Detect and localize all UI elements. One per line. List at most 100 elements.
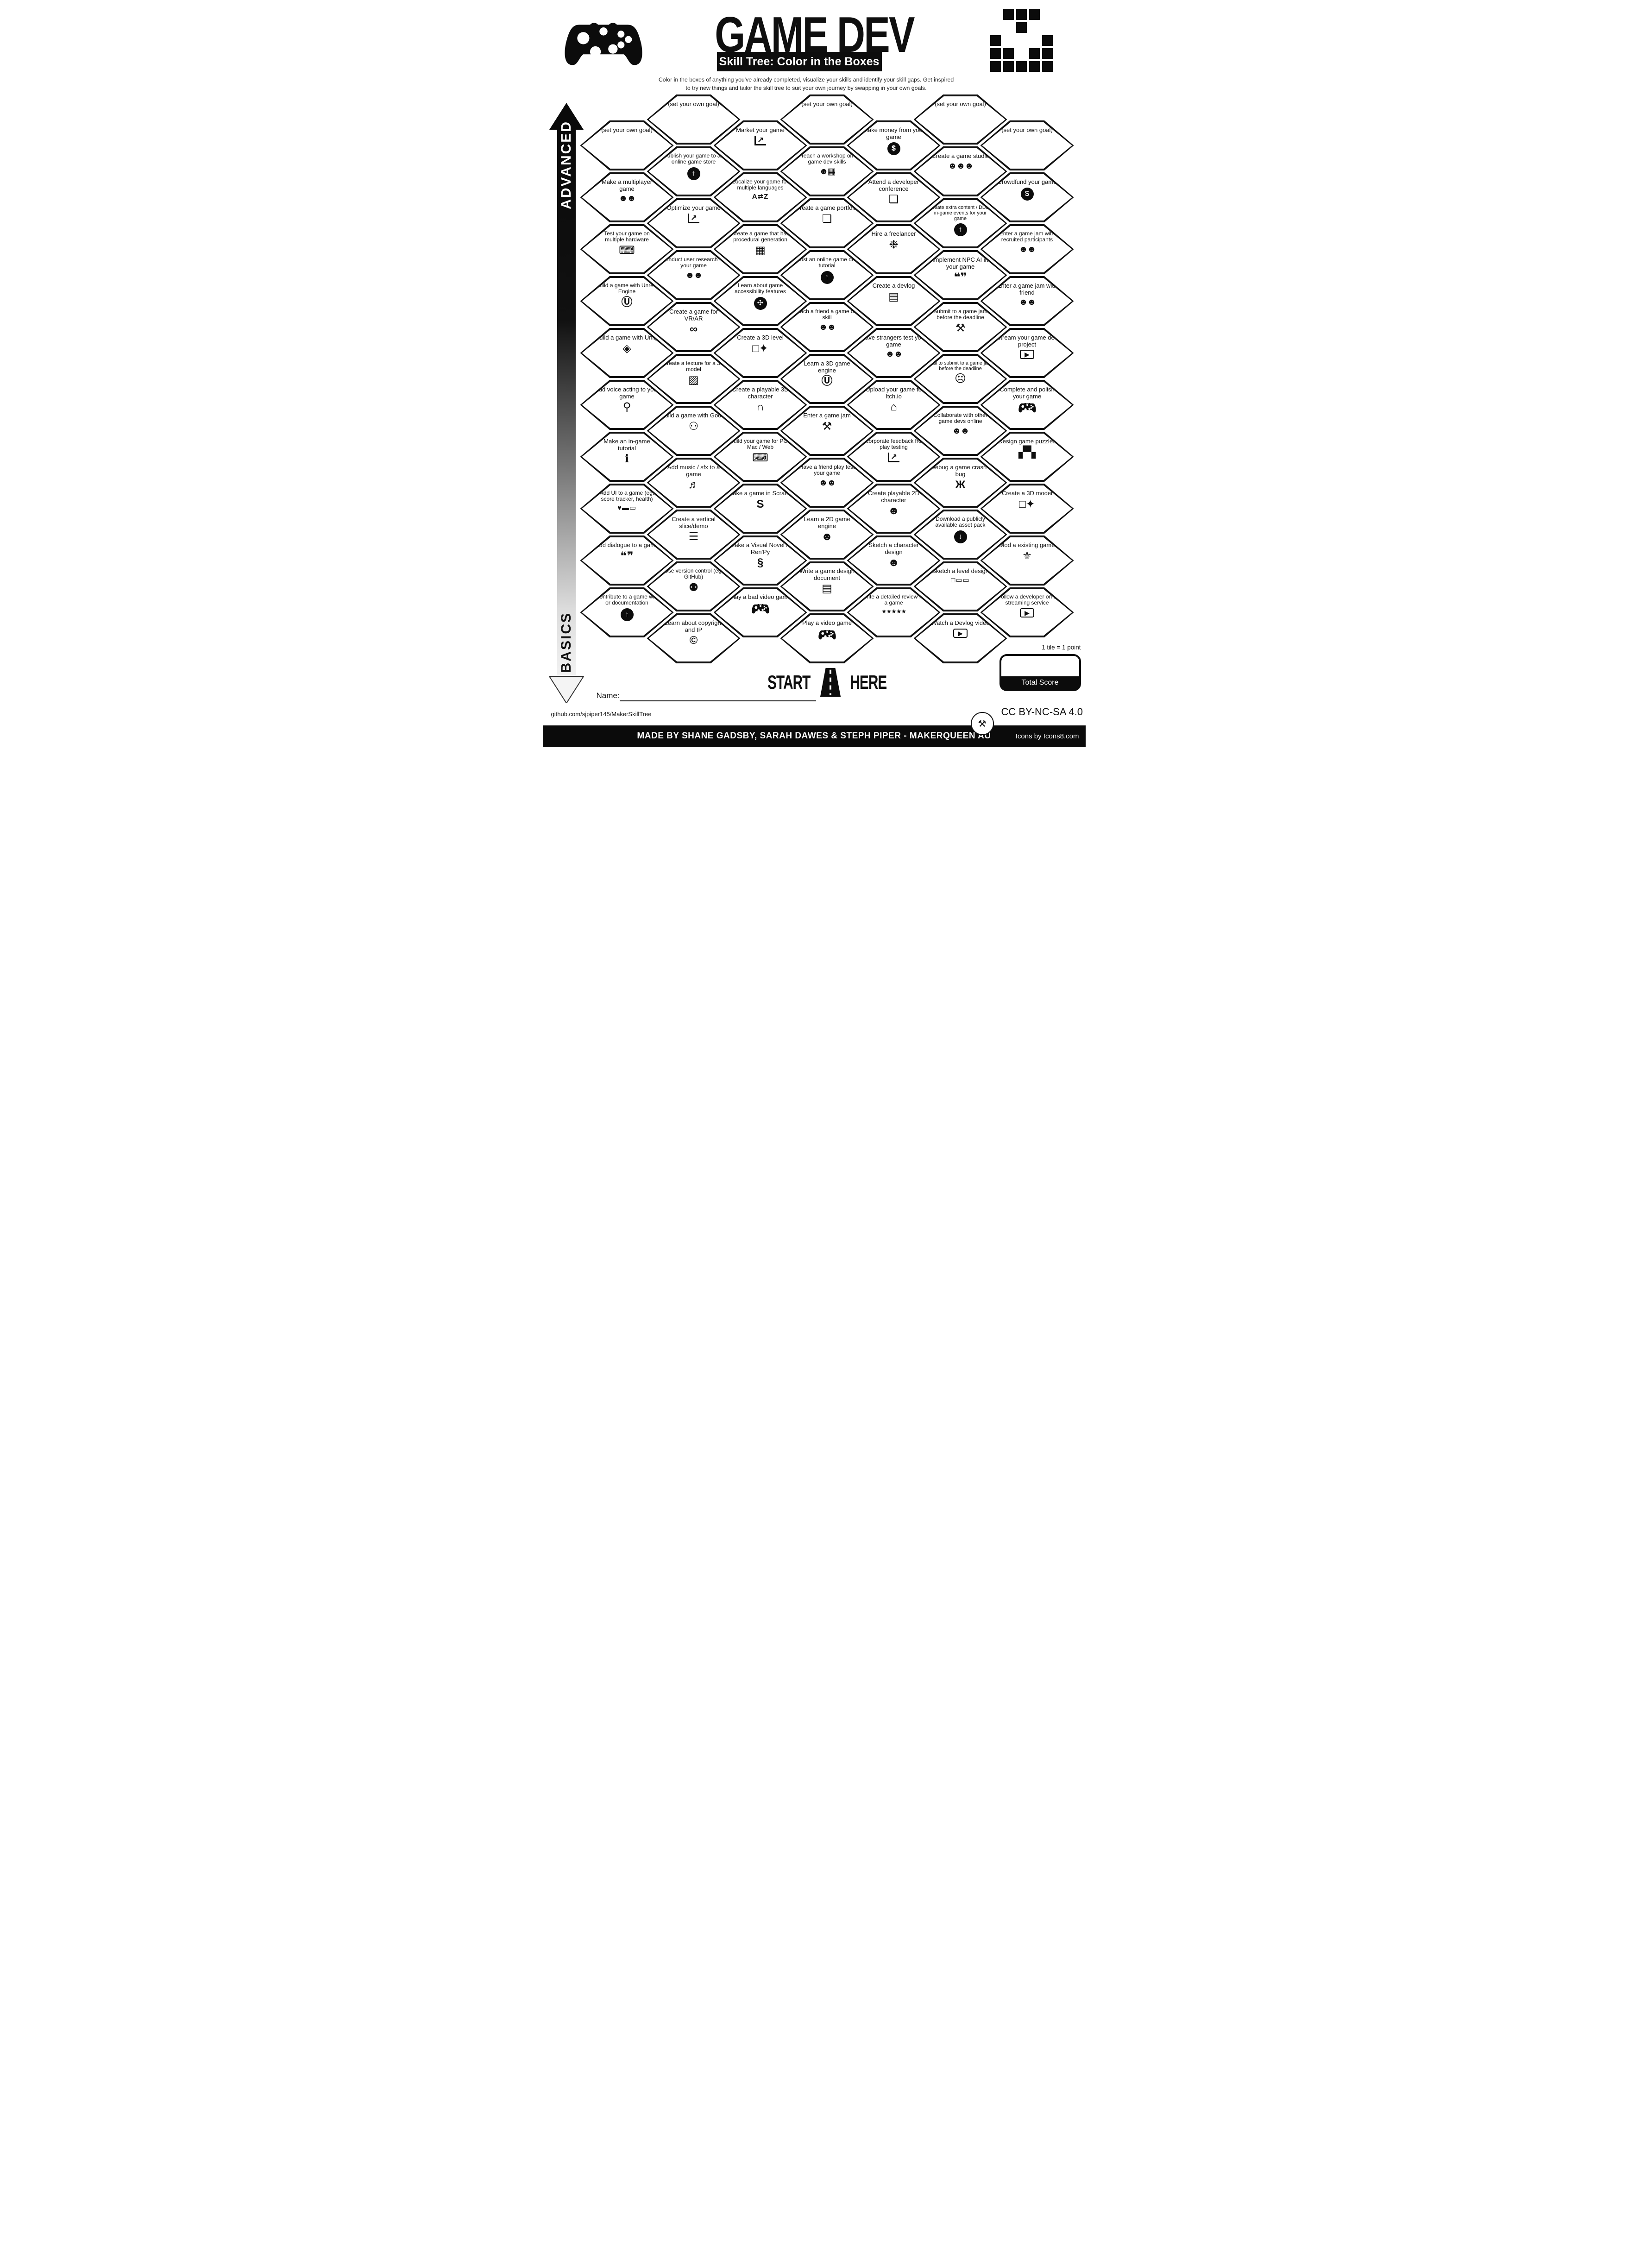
skill-hex-label: Write a game design document xyxy=(799,567,855,581)
pixel-cell xyxy=(1003,48,1014,59)
score-entry-area[interactable] xyxy=(1001,656,1079,676)
badge-icon: ❏ xyxy=(888,193,899,206)
skill-hex-label: Crowdfund your game xyxy=(997,178,1057,185)
people-laptop-icon: ☻☻ xyxy=(885,349,903,359)
skill-hex-label: Publish your game to an online game stor… xyxy=(663,152,724,165)
layers-icon: ☰ xyxy=(688,530,699,543)
skill-hex-label: Enter a game jam with recruited particip… xyxy=(999,230,1055,243)
skill-hex-label: Build a game with Godot xyxy=(660,412,727,419)
license-label: CC BY-NC-SA 4.0 xyxy=(1001,706,1083,718)
total-score-box[interactable]: Total Score xyxy=(999,654,1081,691)
github-link[interactable]: github.com/sjpiper145/MakerSkillTree xyxy=(551,711,652,718)
python-icon: § xyxy=(757,556,764,569)
cube-sparkle-icon: □✦ xyxy=(752,342,768,355)
skill-hex-label: Implement NPC AI in your game xyxy=(932,256,988,270)
arrow-up-circle-icon: ↑ xyxy=(687,167,700,180)
unity-icon: ◈ xyxy=(622,342,631,355)
accessibility-icon: ✣ xyxy=(754,296,767,310)
skill-hex-label: Stream your game dev project xyxy=(996,334,1058,348)
icons8-credit[interactable]: Icons by Icons8.com xyxy=(1015,732,1079,740)
road-icon xyxy=(818,667,842,698)
chart-icon: ↗ xyxy=(887,452,900,462)
facepalm-icon: ☹ xyxy=(954,372,967,385)
pixel-cell xyxy=(1042,48,1053,59)
footer-bar: MADE BY SHANE GADSBY, SARAH DAWES & STEP… xyxy=(542,725,1086,747)
skill-hex-label: Learn a 2D game engine xyxy=(804,516,850,529)
skill-hex-label: Create a game portfolio xyxy=(795,204,859,211)
skill-hex-label: Add music / sfx to a game xyxy=(667,464,720,478)
skill-hex-label: Debug a game crash / bug xyxy=(930,464,990,478)
chart-icon: ↗ xyxy=(687,213,700,223)
helmet-icon: ∩ xyxy=(756,401,765,414)
tools-icon: ⚒ xyxy=(955,321,966,334)
skill-hex-label: Make a game in Scratch xyxy=(728,490,793,497)
skill-hex-label: (set your own goal) xyxy=(601,126,653,133)
poster: GAME DEV Skill Tree: Color in the Boxes … xyxy=(542,0,1086,756)
subtitle-text: Skill Tree: Color in the Boxes xyxy=(719,55,880,68)
credit-text: MADE BY SHANE GADSBY, SARAH DAWES & STEP… xyxy=(637,731,991,741)
info-icon: ℹ xyxy=(624,453,629,466)
skill-hex-label: Create playable 2D character xyxy=(867,490,920,504)
skill-hex-label: Learn about copyright and IP xyxy=(664,619,723,633)
skill-hex-label: Build your game for PC / Mac / Web xyxy=(730,438,791,451)
badge-icon: ❏ xyxy=(822,212,832,225)
skill-hex-label: (set your own goal) xyxy=(801,101,853,107)
skill-hex-label: Localize your game for multiple language… xyxy=(732,178,789,191)
axis-label-advanced: ADVANCED xyxy=(558,120,574,209)
start-marker: START HERE xyxy=(742,666,912,699)
skill-hex-label: Attend a developer conference xyxy=(868,178,919,192)
pixel-cell xyxy=(990,48,1001,59)
skill-hex-label: Optimize your game xyxy=(666,204,721,211)
level-sketch-icon: □▭▭ xyxy=(951,576,970,584)
unreal-engine-icon: Ⓤ xyxy=(821,375,833,388)
skill-hex-label: Play a bad video game xyxy=(729,593,791,600)
name-label: Name: xyxy=(596,691,620,700)
chart-icon: ↗ xyxy=(754,135,767,145)
skill-hex-label: Enter a game jam with friend xyxy=(997,282,1057,296)
skill-hex-label: Design game puzzles xyxy=(998,438,1056,445)
unreal-engine-icon: Ⓤ xyxy=(621,296,633,309)
skill-hex-label: Mod a existing game xyxy=(999,542,1055,548)
skill-hex-label: (set your own goal) xyxy=(1001,126,1053,133)
difficulty-axis: ADVANCED BASICS xyxy=(548,103,585,704)
pixel-map-icon: ▦ xyxy=(755,244,766,257)
skill-hex-label: Conduct user research for your game xyxy=(661,256,726,269)
speech-bubbles-icon: ❝❞ xyxy=(954,271,967,284)
pixel-cell xyxy=(990,35,1001,46)
skill-hex-label: Create a 3D model xyxy=(1001,490,1053,497)
skill-hex-label: Teach a workshop on game dev skills xyxy=(800,152,854,165)
name-input-line[interactable] xyxy=(619,700,816,701)
skill-hex-label: Build a game with Unreal Engine xyxy=(596,282,658,295)
skill-hex-label: Post an online game dev tutorial xyxy=(796,256,858,269)
pixel-face-icon: ☻ xyxy=(887,556,900,569)
controller-icon xyxy=(817,629,837,641)
arrow-up-circle-icon: ↑ xyxy=(620,608,634,621)
document-icon: ▤ xyxy=(888,290,899,303)
skill-hex-label: Add dialogue to a game xyxy=(595,542,659,548)
arrow-down-circle-icon: ↓ xyxy=(954,530,967,543)
arrow-up-circle-icon: ↑ xyxy=(820,271,834,284)
pixel-cell xyxy=(1029,9,1040,20)
pixel-blocks-icon: ▞▚ xyxy=(1018,446,1036,459)
music-icon: ♬ xyxy=(688,479,699,491)
skill-hex-label: Build a game with Unity xyxy=(595,334,659,341)
skill-hex-label: Create a vertical slice/demo xyxy=(672,516,716,529)
skill-hex-label: Learn about game accessibility features xyxy=(735,282,786,295)
video-icon: ▶ xyxy=(953,628,968,638)
skill-hex-label: Collaborate with other game devs online xyxy=(933,412,987,425)
skill-hex-label: Use version control (eg. GitHub) xyxy=(664,567,723,580)
start-label: START xyxy=(767,671,811,693)
pixel-cell xyxy=(1042,61,1053,72)
scratch-icon: S xyxy=(756,498,764,510)
people-laptop-icon: ☻☻ xyxy=(952,426,970,436)
pixel-cell xyxy=(1016,9,1027,20)
people-laptop-icon: ☻☻ xyxy=(1018,297,1037,308)
skill-hex-label: (set your own goal) xyxy=(668,101,719,107)
palette-icon: ❉ xyxy=(889,238,899,251)
skill-hex-label: Download a publicly available asset pack xyxy=(935,516,986,529)
skill-hex-label: Test your game on multiple hardware xyxy=(604,230,650,243)
skill-hex-label: Watch a Devlog video xyxy=(931,619,990,626)
people-laptop-icon: ☻☻ xyxy=(618,194,636,204)
pixel-cell xyxy=(1029,61,1040,72)
document-icon: ▤ xyxy=(822,582,832,595)
